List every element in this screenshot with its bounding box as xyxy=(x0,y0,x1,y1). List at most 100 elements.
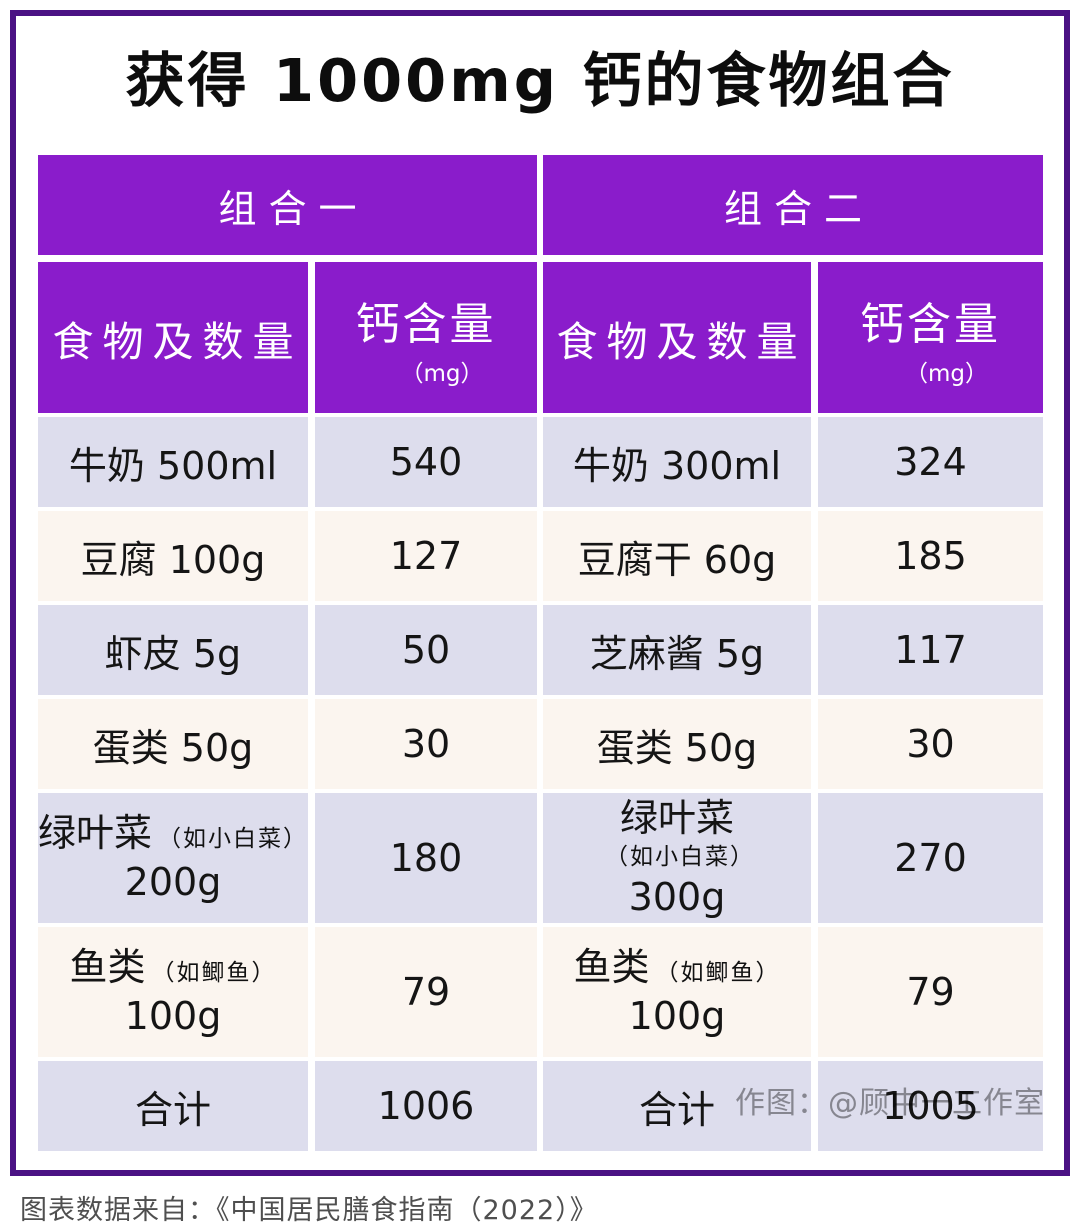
page-title: 获得 1000mg 钙的食物组合 xyxy=(125,46,955,115)
food-quantity: 300g xyxy=(628,874,726,919)
food-cell: 豆腐干 60g xyxy=(543,511,811,601)
column-header-food: 食物及数量 xyxy=(543,262,811,413)
total-value: 1005 xyxy=(882,1084,979,1128)
table-row: 蛋类 50g 30 xyxy=(543,699,1043,789)
table-row: 虾皮 5g 50 xyxy=(38,605,537,695)
food-cell: 豆腐 100g xyxy=(38,511,308,601)
food-label: 蛋类 50g xyxy=(596,725,758,770)
calcium-cell: 127 xyxy=(315,511,537,601)
combo-2-header: 组合二 xyxy=(543,155,1043,255)
column-header-food-label: 食物及数量 xyxy=(556,317,807,366)
food-cell: 牛奶 300ml xyxy=(543,417,811,507)
column-header-calcium-label: 钙含量 xyxy=(860,298,1001,350)
calcium-unit-label: （mg） xyxy=(904,360,988,387)
combo-1-header: 组合一 xyxy=(38,155,537,255)
calcium-cell: 30 xyxy=(818,699,1043,789)
combo-2-table: 组合二 食物及数量 钙含量 （mg） 牛奶 300ml 324 豆腐干 60g … xyxy=(543,155,1043,1151)
food-label: 豆腐 100g xyxy=(80,537,266,582)
column-header-calcium: 钙含量 （mg） xyxy=(818,262,1043,413)
food-cell: 绿叶菜 （如小白菜） 300g xyxy=(543,793,811,923)
calcium-cell: 117 xyxy=(818,605,1043,695)
calcium-value: 79 xyxy=(401,970,451,1014)
table-row: 鱼类 （如鲫鱼） 100g 79 xyxy=(543,927,1043,1057)
calcium-value: 117 xyxy=(894,628,967,672)
combo-1-column-headers: 食物及数量 钙含量 （mg） xyxy=(38,262,537,413)
calcium-cell: 79 xyxy=(315,927,537,1057)
total-label: 合计 xyxy=(638,1087,715,1132)
food-label: 鱼类 xyxy=(573,944,650,989)
food-label: 芝麻酱 5g xyxy=(589,631,765,676)
total-row: 合计 1006 xyxy=(38,1061,537,1151)
calcium-cell: 30 xyxy=(315,699,537,789)
table-row: 牛奶 300ml 324 xyxy=(543,417,1043,507)
table-row: 芝麻酱 5g 117 xyxy=(543,605,1043,695)
column-header-calcium: 钙含量 （mg） xyxy=(315,262,537,413)
table-row: 绿叶菜 （如小白菜） 300g 270 xyxy=(543,793,1043,923)
calcium-cell: 540 xyxy=(315,417,537,507)
food-label: 牛奶 500ml xyxy=(68,443,278,488)
table-row: 鱼类 （如鲫鱼） 100g 79 xyxy=(38,927,537,1057)
calcium-cell: 324 xyxy=(818,417,1043,507)
data-source-note: 图表数据来自：《中国居民膳食指南（2022）》 xyxy=(20,1195,598,1226)
food-cell: 鱼类 （如鲫鱼） 100g xyxy=(543,927,811,1057)
calcium-value: 540 xyxy=(389,440,463,484)
combo-1-table: 组合一 食物及数量 钙含量 （mg） 牛奶 500ml 540 豆腐 100g … xyxy=(38,155,537,1151)
food-cell: 蛋类 50g xyxy=(543,699,811,789)
combo-2-header-label: 组合二 xyxy=(723,186,874,231)
food-label: 绿叶菜 xyxy=(619,795,734,840)
food-label: 鱼类 xyxy=(69,944,146,989)
calcium-cell: 185 xyxy=(818,511,1043,601)
calcium-tables: 组合一 食物及数量 钙含量 （mg） 牛奶 500ml 540 豆腐 100g … xyxy=(38,155,1043,1151)
column-header-food-label: 食物及数量 xyxy=(52,317,303,366)
column-header-food: 食物及数量 xyxy=(38,262,308,413)
food-line1: 绿叶菜（如小白菜） xyxy=(38,809,308,858)
food-label: 蛋类 50g xyxy=(92,725,254,770)
calcium-value: 270 xyxy=(894,836,967,880)
food-cell: 鱼类 （如鲫鱼） 100g xyxy=(38,927,308,1057)
total-label-cell: 合计 xyxy=(38,1061,308,1151)
food-label: 牛奶 300ml xyxy=(572,443,782,488)
food-note: （如小白菜） xyxy=(158,825,309,852)
total-value-cell: 1005 xyxy=(818,1061,1043,1151)
food-label: 绿叶菜 xyxy=(38,810,153,855)
table-row: 豆腐 100g 127 xyxy=(38,511,537,601)
calcium-cell: 180 xyxy=(315,793,537,923)
food-line1: 鱼类 （如鲫鱼） xyxy=(573,943,780,992)
calcium-cell: 270 xyxy=(818,793,1043,923)
calcium-value: 127 xyxy=(389,534,463,578)
calcium-cell: 79 xyxy=(818,927,1043,1057)
table-row: 绿叶菜 （如小白菜） 200g 180 xyxy=(38,793,537,923)
food-label: 豆腐干 60g xyxy=(577,537,777,582)
food-cell: 虾皮 5g xyxy=(38,605,308,695)
combo-2-column-headers: 食物及数量 钙含量 （mg） xyxy=(543,262,1043,413)
total-label-cell: 合计 xyxy=(543,1061,811,1151)
food-quantity: 100g xyxy=(124,994,222,1038)
calcium-unit-label: （mg） xyxy=(400,360,484,387)
author-watermark: 作图：@顾中一工作室 xyxy=(735,1086,1045,1121)
food-line1: 鱼类 （如鲫鱼） xyxy=(69,943,276,992)
combo-1-header-label: 组合一 xyxy=(218,186,369,231)
calcium-value: 30 xyxy=(906,722,955,766)
calcium-cell: 50 xyxy=(315,605,537,695)
column-header-calcium-label: 钙含量 xyxy=(355,298,497,350)
calcium-value: 30 xyxy=(401,722,451,766)
calcium-value: 185 xyxy=(894,534,967,578)
food-label: 虾皮 5g xyxy=(104,631,242,676)
table-row: 蛋类 50g 30 xyxy=(38,699,537,789)
food-note: （如鲫鱼） xyxy=(655,959,781,986)
total-value: 1006 xyxy=(377,1084,475,1128)
food-cell: 绿叶菜 （如小白菜） 200g xyxy=(38,793,308,923)
food-note: （如小白菜） xyxy=(605,844,755,871)
calcium-value: 50 xyxy=(401,628,451,672)
table-row: 牛奶 500ml 540 xyxy=(38,417,537,507)
calcium-value: 79 xyxy=(906,970,955,1014)
food-quantity: 200g xyxy=(124,860,222,904)
food-note: （如鲫鱼） xyxy=(151,959,277,986)
calcium-value: 180 xyxy=(389,836,463,880)
total-value-cell: 1006 xyxy=(315,1061,537,1151)
food-cell: 芝麻酱 5g xyxy=(543,605,811,695)
total-label: 合计 xyxy=(134,1087,211,1132)
table-row: 豆腐干 60g 185 xyxy=(543,511,1043,601)
food-cell: 蛋类 50g xyxy=(38,699,308,789)
total-row: 合计 1005 xyxy=(543,1061,1043,1151)
